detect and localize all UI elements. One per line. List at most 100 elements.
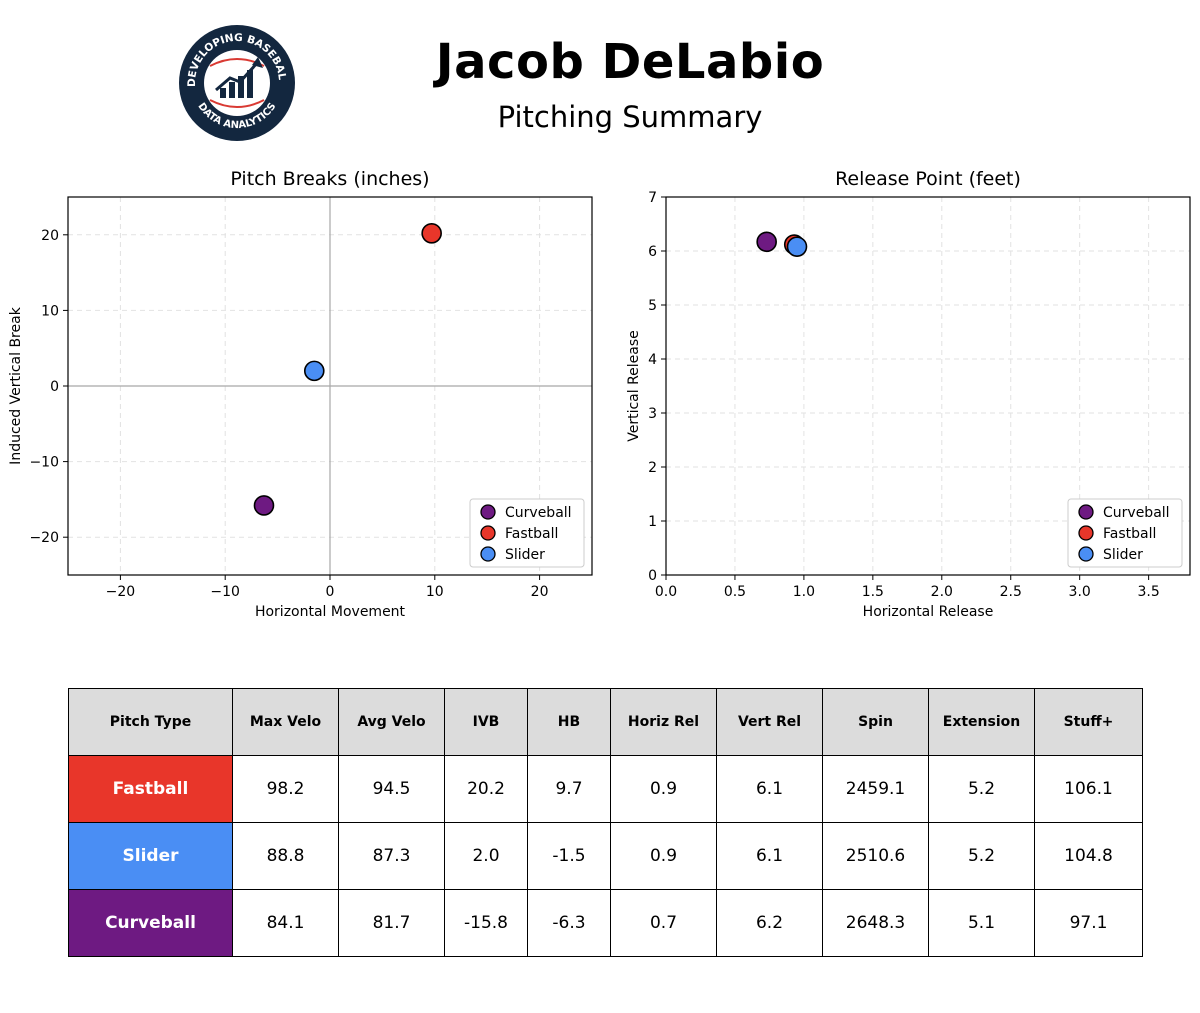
- x-tick-label: 0.0: [655, 584, 677, 600]
- table-row: Slider 88.8 87.3 2.0 -1.5 0.9 6.1 2510.6 5.2 104.…: [68, 822, 1143, 890]
- y-tick-label: 6: [648, 244, 657, 260]
- report-subtitle: Pitching Summary: [497, 100, 763, 134]
- y-tick-label: 7: [648, 190, 657, 206]
- chart-title: Pitch Breaks (inches): [230, 168, 429, 190]
- column-header: HB: [527, 688, 611, 756]
- legend-label-fastball: Fastball: [1103, 526, 1156, 542]
- table-cell: 9.7: [527, 755, 611, 823]
- column-header: Stuff+: [1034, 688, 1143, 756]
- x-tick-label: 2.0: [931, 584, 953, 600]
- x-tick-label: 2.5: [1000, 584, 1022, 600]
- table-row: Fastball 98.2 94.5 20.2 9.7 0.9 6.1 2459.1 5.2 10…: [68, 755, 1143, 823]
- column-header: Pitch Type: [68, 688, 233, 756]
- y-tick-label: 3: [648, 406, 657, 422]
- table-cell: 2510.6: [822, 822, 929, 890]
- table-cell: 98.2: [232, 755, 339, 823]
- x-axis-label: Horizontal Movement: [255, 604, 406, 620]
- player-name-title: Jacob DeLabio: [435, 34, 825, 90]
- table-cell: 0.7: [610, 889, 717, 957]
- column-header: Extension: [928, 688, 1035, 756]
- pitch-breaks-chart: −20 −10 0 10 20 −20 −10 0 10 20 Pitch Breaks (inch…: [8, 168, 593, 620]
- table-cell: 6.2: [716, 889, 823, 957]
- legend-marker-curveball: [1078, 504, 1094, 520]
- column-header: Vert Rel: [716, 688, 823, 756]
- column-header: Max Velo: [232, 688, 339, 756]
- table-cell: 2648.3: [822, 889, 929, 957]
- x-tick-label: 3.0: [1069, 584, 1091, 600]
- x-tick-label: 0.5: [724, 584, 746, 600]
- y-tick-label: 1: [648, 514, 657, 530]
- table-cell: 94.5: [338, 755, 445, 823]
- y-axis-label: Vertical Release: [626, 330, 642, 442]
- table-cell: 6.1: [716, 822, 823, 890]
- legend-label-curveball: Curveball: [505, 505, 572, 521]
- x-tick-label: 1.0: [793, 584, 815, 600]
- y-tick-label: 0: [648, 568, 657, 584]
- x-tick-label: 0: [326, 584, 335, 600]
- data-point-fastball: [421, 222, 442, 244]
- table-cell: 2459.1: [822, 755, 929, 823]
- table-cell: 2.0: [444, 822, 528, 890]
- table-cell: -6.3: [527, 889, 611, 957]
- y-tick-label: 10: [41, 303, 59, 319]
- table-cell: -1.5: [527, 822, 611, 890]
- pitch-type-cell: Curveball: [68, 889, 233, 957]
- column-header: IVB: [444, 688, 528, 756]
- table-cell: 88.8: [232, 822, 339, 890]
- table-cell: 97.1: [1034, 889, 1143, 957]
- legend-marker-fastball: [1078, 525, 1094, 541]
- data-point-curveball: [253, 495, 275, 516]
- pitch-type-cell: Fastball: [68, 755, 233, 823]
- x-tick-label: 10: [426, 584, 444, 600]
- table-cell: 81.7: [338, 889, 445, 957]
- y-tick-label: 2: [648, 460, 657, 476]
- data-point-slider: [786, 236, 808, 257]
- data-point-curveball: [756, 231, 777, 253]
- x-tick-label: 1.5: [862, 584, 884, 600]
- column-header: Horiz Rel: [610, 688, 717, 756]
- x-axis-label: Horizontal Release: [863, 604, 994, 620]
- table-row: Curveball 84.1 81.7 -15.8 -6.3 0.7 6.2 2648.3 5.…: [68, 889, 1143, 957]
- legend-marker-slider: [480, 546, 496, 562]
- legend-marker-slider: [1078, 546, 1094, 562]
- table-cell: 5.2: [928, 755, 1035, 823]
- legend-label-slider: Slider: [505, 547, 545, 563]
- table-cell: 106.1: [1034, 755, 1143, 823]
- table-cell: 5.2: [928, 822, 1035, 890]
- table-cell: 5.1: [928, 889, 1035, 957]
- x-tick-label: 3.5: [1137, 584, 1159, 600]
- column-header: Spin: [822, 688, 929, 756]
- legend-box: [469, 498, 585, 568]
- pitch-summary-table: Pitch Type Max Velo Avg Velo IVB HB Horiz Rel…: [68, 688, 1143, 957]
- y-tick-label: 4: [648, 352, 657, 368]
- y-tick-label: 20: [41, 228, 59, 244]
- table-cell: 20.2: [444, 755, 528, 823]
- y-tick-label: −10: [29, 455, 59, 471]
- plot-frame: [665, 196, 1191, 576]
- legend-marker-fastball: [480, 525, 496, 541]
- legend-label-slider: Slider: [1103, 547, 1143, 563]
- legend-label-fastball: Fastball: [505, 526, 558, 542]
- x-tick-label: −20: [106, 584, 136, 600]
- legend-marker-curveball: [480, 504, 496, 520]
- y-tick-label: 5: [648, 298, 657, 314]
- pitch-type-cell: Slider: [68, 822, 233, 890]
- developing-baseball-logo: DEVELOPING BASEBALL DATA ANALYTICS: [178, 24, 295, 141]
- chart-title: Release Point (feet): [835, 168, 1021, 190]
- table-cell: 6.1: [716, 755, 823, 823]
- x-tick-label: −10: [210, 584, 240, 600]
- y-tick-label: −20: [29, 530, 59, 546]
- legend-label-curveball: Curveball: [1103, 505, 1170, 521]
- table-cell: 0.9: [610, 822, 717, 890]
- data-point-slider: [303, 360, 325, 382]
- table-cell: 84.1: [232, 889, 339, 957]
- table-cell: 0.9: [610, 755, 717, 823]
- column-header: Avg Velo: [338, 688, 445, 756]
- x-tick-label: 20: [531, 584, 549, 600]
- table-cell: -15.8: [444, 889, 528, 957]
- table-header-row: Pitch Type Max Velo Avg Velo IVB HB Horiz Rel…: [68, 688, 1143, 756]
- y-axis-label: Induced Vertical Break: [8, 306, 24, 465]
- table-cell: 104.8: [1034, 822, 1143, 890]
- y-tick-label: 0: [50, 379, 59, 395]
- table-cell: 87.3: [338, 822, 445, 890]
